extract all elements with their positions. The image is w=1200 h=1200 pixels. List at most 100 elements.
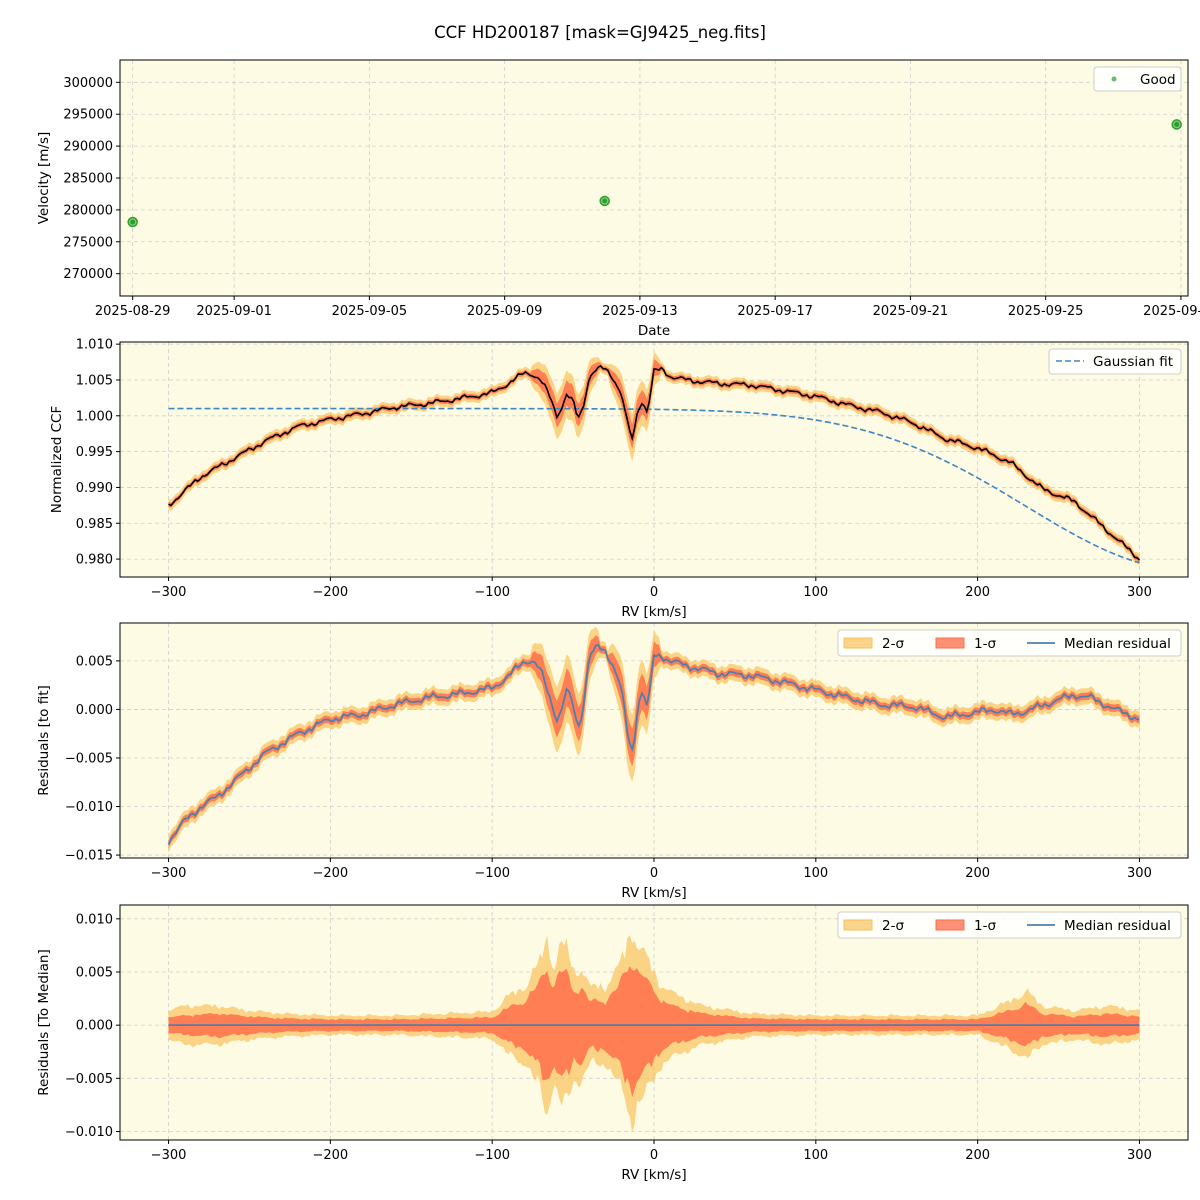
legend: 2-σ 1-σ Median residual xyxy=(837,911,1182,939)
x-tick-label: 300 xyxy=(1127,1148,1152,1163)
legend-label-2-sigma: 2-σ xyxy=(882,918,904,934)
tick-labels: 2025-08-29 2025-09-01 2025-09-05 2025-09-09… xyxy=(63,76,1200,319)
series-good xyxy=(127,119,1182,228)
x-tick-label: −300 xyxy=(151,866,187,881)
y-tick-label: 1.000 xyxy=(76,409,113,424)
series-residuals-fit xyxy=(167,626,1140,853)
x-tick-label: 2025-09-25 xyxy=(1008,304,1084,319)
x-tick-label: −300 xyxy=(151,1148,187,1163)
panel-residuals-median: −300 −200 −100 0 100 200 300 −0.010 −0.005 0.000 0… xyxy=(36,904,1189,1183)
x-tick-label: −100 xyxy=(474,1148,510,1163)
y-axis-label: Residuals [to fit] xyxy=(36,685,52,796)
x-tick-label: −200 xyxy=(313,866,349,881)
x-tick-label: 2025-09-17 xyxy=(737,304,813,319)
series-ccf xyxy=(168,351,1141,566)
legend-marker-good xyxy=(1111,76,1117,82)
legend-marker-1-sigma xyxy=(935,919,965,931)
x-tick-label: 300 xyxy=(1127,866,1152,881)
x-axis-label: Date xyxy=(638,323,670,339)
tick-labels: −300 −200 −100 0 100 200 300 −0.015 −0.010 −0.005… xyxy=(65,654,1152,881)
x-tick-label: −200 xyxy=(313,1148,349,1163)
y-tick-label: 290000 xyxy=(63,140,113,155)
y-tick-label: 295000 xyxy=(63,108,113,123)
legend-frame xyxy=(1093,66,1182,92)
legend: 2-σ 1-σ Median residual xyxy=(837,629,1182,657)
x-tick-label: 100 xyxy=(803,866,828,881)
y-tick-label: 0.985 xyxy=(76,517,113,532)
y-tick-label: −0.005 xyxy=(65,751,113,766)
y-tick-label: −0.010 xyxy=(65,1125,113,1140)
x-tick-label: 0 xyxy=(650,1148,658,1163)
x-tick-label: 300 xyxy=(1127,585,1152,600)
y-tick-label: 0.990 xyxy=(76,481,113,496)
y-axis-label: Residuals [To Median] xyxy=(36,949,52,1095)
x-axis-label: RV [km/s] xyxy=(621,604,686,620)
panel-residuals-fit: −300 −200 −100 0 100 200 300 −0.015 −0.010 −0.005… xyxy=(36,622,1189,901)
legend-label-2-sigma: 2-σ xyxy=(882,636,904,652)
legend-label-1-sigma: 1-σ xyxy=(974,636,996,652)
panel-velocity: 2025-08-29 2025-09-01 2025-09-05 2025-09-09… xyxy=(36,59,1200,339)
data-point-core xyxy=(1174,121,1180,127)
legend: Gaussian fit xyxy=(1048,348,1182,375)
y-tick-label: −0.010 xyxy=(65,800,113,815)
legend-label-median: Median residual xyxy=(1064,636,1171,652)
y-tick-label: 0.000 xyxy=(76,1019,113,1034)
y-tick-label: 270000 xyxy=(63,267,113,282)
x-tick-label: 200 xyxy=(965,585,990,600)
x-tick-label: −300 xyxy=(151,585,187,600)
ccf-line xyxy=(168,364,1141,561)
y-tick-label: 0.005 xyxy=(76,654,113,669)
x-tick-label: −100 xyxy=(474,585,510,600)
tick-labels: −300 −200 −100 0 100 200 300 0.980 0.985 0.990 0.9… xyxy=(76,338,1152,600)
x-tick-label: 100 xyxy=(803,1148,828,1163)
median-residual-line xyxy=(167,643,1140,845)
y-axis-label: Normalized CCF xyxy=(49,406,65,513)
y-tick-label: 0.010 xyxy=(76,912,113,927)
data-point-core xyxy=(602,198,608,204)
data-point-core xyxy=(130,219,136,225)
x-tick-label: −200 xyxy=(313,585,349,600)
x-tick-label: 2025-09-29 xyxy=(1143,304,1200,319)
legend-frame xyxy=(1048,348,1182,375)
x-tick-label: 100 xyxy=(803,585,828,600)
legend-label-fit: Gaussian fit xyxy=(1093,354,1173,370)
legend-marker-2-sigma xyxy=(843,919,873,931)
y-tick-label: 0.000 xyxy=(76,703,113,718)
panel-ccf: −300 −200 −100 0 100 200 300 0.980 0.985 0.990 0.9… xyxy=(49,338,1189,620)
x-axis-label: RV [km/s] xyxy=(621,1167,686,1183)
figure-title: CCF HD200187 [mask=GJ9425_neg.fits] xyxy=(434,23,766,43)
y-tick-label: 1.010 xyxy=(76,338,113,353)
legend-frame xyxy=(837,629,1182,657)
y-tick-label: 0.005 xyxy=(76,965,113,980)
legend-frame xyxy=(837,911,1182,939)
x-tick-label: 2025-09-05 xyxy=(332,304,408,319)
legend-label-1-sigma: 1-σ xyxy=(974,918,996,934)
y-tick-label: 275000 xyxy=(63,235,113,250)
x-axis-label: RV [km/s] xyxy=(621,885,686,901)
band-1-sigma xyxy=(168,966,1140,1098)
x-tick-label: 2025-09-01 xyxy=(196,304,272,319)
x-tick-label: 200 xyxy=(965,1148,990,1163)
x-tick-label: 2025-09-13 xyxy=(602,304,678,319)
x-tick-label: 2025-08-29 xyxy=(95,304,171,319)
y-tick-label: 1.005 xyxy=(76,373,113,388)
gridlines xyxy=(120,60,1188,296)
y-tick-label: 0.980 xyxy=(76,553,113,568)
series-residuals-median xyxy=(168,935,1140,1133)
y-tick-label: 0.995 xyxy=(76,445,113,460)
legend: Good xyxy=(1093,66,1182,92)
x-tick-label: 0 xyxy=(650,585,658,600)
y-tick-label: −0.005 xyxy=(65,1072,113,1087)
y-axis-label: Velocity [m/s] xyxy=(36,132,52,225)
gridlines xyxy=(120,342,1188,577)
legend-marker-2-sigma xyxy=(843,637,873,649)
x-tick-label: 2025-09-09 xyxy=(467,304,543,319)
y-tick-label: −0.015 xyxy=(65,849,113,864)
y-tick-label: 280000 xyxy=(63,203,113,218)
gaussian-fit-line xyxy=(168,407,1140,564)
x-tick-label: 2025-09-21 xyxy=(873,304,949,319)
legend-label-median: Median residual xyxy=(1064,918,1171,934)
x-tick-label: −100 xyxy=(474,866,510,881)
x-tick-label: 200 xyxy=(965,866,990,881)
